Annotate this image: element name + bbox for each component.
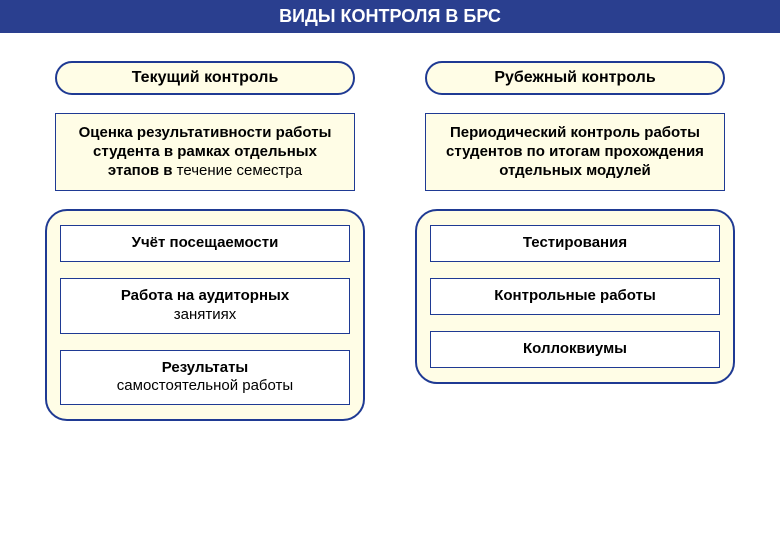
left-title-text: Текущий контроль xyxy=(132,69,279,86)
left-item-plain: занятиях xyxy=(71,306,339,325)
left-item: Работа на аудиторных занятиях xyxy=(60,278,350,334)
left-title-pill: Текущий контроль xyxy=(55,61,355,95)
right-item: Тестирования xyxy=(430,225,720,262)
left-item: Учёт посещаемости xyxy=(60,225,350,262)
right-item-bold: Тестирования xyxy=(523,234,627,251)
right-title-text: Рубежный контроль xyxy=(494,69,655,86)
right-column: Рубежный контроль Периодический контроль… xyxy=(410,61,740,421)
right-title-pill: Рубежный контроль xyxy=(425,61,725,95)
left-description-box: Оценка результативности работы студента … xyxy=(55,113,355,191)
left-items-group: Учёт посещаемости Работа на аудиторных з… xyxy=(45,209,365,421)
right-item-bold: Коллоквиумы xyxy=(523,340,627,357)
left-item-bold: Учёт посещаемости xyxy=(132,234,279,251)
right-items-group: Тестирования Контрольные работы Коллокви… xyxy=(415,209,735,383)
left-item-bold: Результаты xyxy=(162,359,248,376)
right-item-bold: Контрольные работы xyxy=(494,287,656,304)
right-desc-bold: Периодический контроль работы студентов … xyxy=(446,124,704,179)
right-item: Контрольные работы xyxy=(430,278,720,315)
header-bar: ВИДЫ КОНТРОЛЯ В БРС xyxy=(0,0,780,33)
left-item: Результаты самостоятельной работы xyxy=(60,350,350,406)
left-column: Текущий контроль Оценка результативности… xyxy=(40,61,370,421)
header-title: ВИДЫ КОНТРОЛЯ В БРС xyxy=(279,6,501,26)
left-item-plain: самостоятельной работы xyxy=(71,377,339,396)
right-item: Коллоквиумы xyxy=(430,331,720,368)
right-description-box: Периодический контроль работы студентов … xyxy=(425,113,725,191)
left-desc-plain: течение семестра xyxy=(177,162,302,179)
left-item-bold: Работа на аудиторных xyxy=(121,287,289,304)
columns-wrapper: Текущий контроль Оценка результативности… xyxy=(0,33,780,421)
